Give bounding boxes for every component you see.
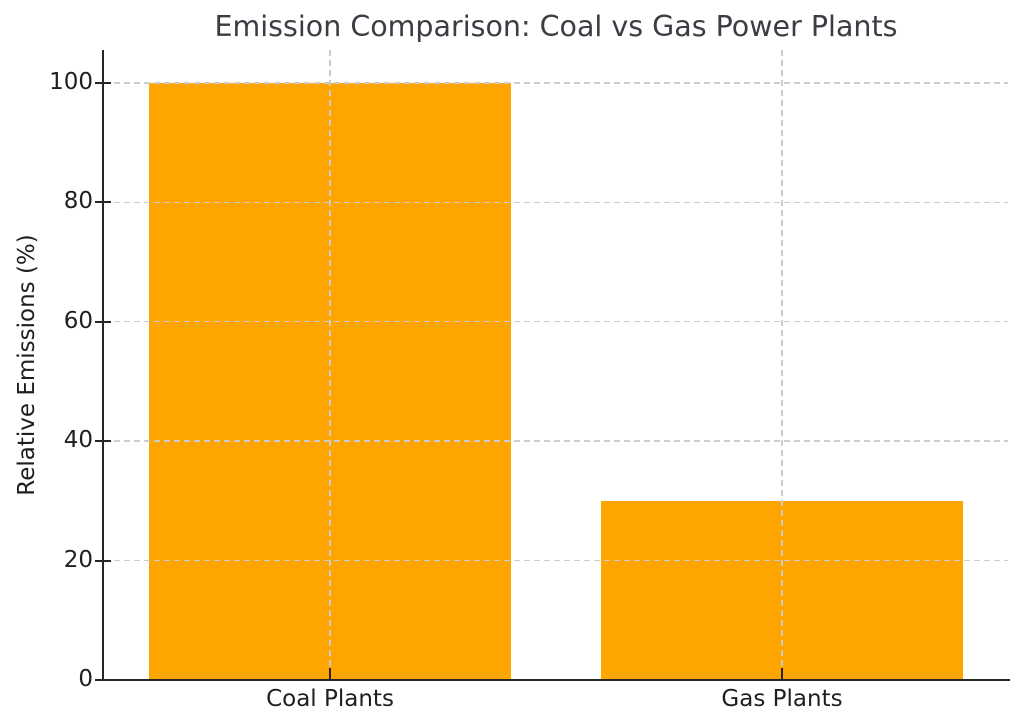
x-tick-label-gas-plants: Gas Plants — [721, 686, 843, 712]
gridline-h-20 — [104, 559, 1008, 562]
chart-title: Emission Comparison: Coal vs Gas Power P… — [214, 10, 898, 43]
y-axis-label: Relative Emissions (%) — [14, 234, 40, 496]
x-tick-gas-plants — [781, 668, 783, 680]
y-tick-label-0: 0 — [78, 666, 93, 692]
gridline-v-coal-plants — [329, 50, 331, 680]
x-axis-spine — [102, 679, 1010, 681]
y-tick-label-20: 20 — [63, 546, 93, 573]
gridline-h-100 — [104, 82, 1008, 84]
x-tick-label-coal-plants: Coal Plants — [266, 686, 394, 712]
y-tick-label-60: 60 — [63, 307, 93, 334]
y-axis-spine — [102, 50, 104, 681]
y-tick-label-80: 80 — [63, 188, 93, 215]
gridline-v-gas-plants — [781, 50, 783, 680]
x-tick-coal-plants — [329, 668, 331, 680]
y-tick-label-40: 40 — [63, 427, 93, 454]
y-tick-label-100: 100 — [49, 68, 93, 95]
gridline-h-60 — [104, 320, 1008, 323]
gridline-h-40 — [104, 440, 1008, 442]
gridline-h-80 — [104, 201, 1008, 204]
